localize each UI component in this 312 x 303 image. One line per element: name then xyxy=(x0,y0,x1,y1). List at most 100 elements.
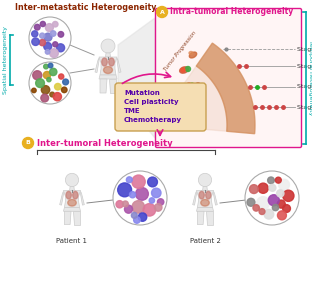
Circle shape xyxy=(58,32,64,37)
Circle shape xyxy=(250,185,258,194)
Circle shape xyxy=(101,39,115,53)
Circle shape xyxy=(39,39,46,46)
Text: B: B xyxy=(26,141,31,145)
Text: Chemotherapy: Chemotherapy xyxy=(124,117,182,123)
Circle shape xyxy=(134,217,140,223)
Circle shape xyxy=(138,213,147,221)
Circle shape xyxy=(126,177,132,183)
Circle shape xyxy=(40,22,46,27)
Ellipse shape xyxy=(180,67,188,73)
Polygon shape xyxy=(109,79,116,93)
Circle shape xyxy=(47,78,51,82)
Polygon shape xyxy=(197,211,204,225)
Text: Stage 4: Stage 4 xyxy=(297,105,312,110)
Circle shape xyxy=(190,85,194,89)
Circle shape xyxy=(264,209,274,219)
Circle shape xyxy=(32,88,36,93)
Polygon shape xyxy=(73,211,80,225)
Polygon shape xyxy=(100,79,107,93)
Circle shape xyxy=(32,31,38,37)
Text: Temporal heterogeneity: Temporal heterogeneity xyxy=(309,40,312,116)
Circle shape xyxy=(143,204,156,216)
Circle shape xyxy=(51,31,56,36)
Polygon shape xyxy=(202,187,207,190)
Circle shape xyxy=(190,83,194,87)
Text: Stage 3: Stage 3 xyxy=(297,84,312,89)
Circle shape xyxy=(32,38,39,45)
Circle shape xyxy=(283,205,290,212)
Circle shape xyxy=(258,183,268,193)
Polygon shape xyxy=(80,191,84,205)
Circle shape xyxy=(186,66,191,72)
Polygon shape xyxy=(99,75,117,79)
Ellipse shape xyxy=(199,191,204,199)
Circle shape xyxy=(152,188,161,198)
Circle shape xyxy=(124,205,133,213)
Circle shape xyxy=(198,173,212,187)
Ellipse shape xyxy=(201,199,209,206)
Circle shape xyxy=(41,85,50,94)
Circle shape xyxy=(52,22,58,27)
Circle shape xyxy=(181,68,185,72)
Circle shape xyxy=(48,63,53,68)
Circle shape xyxy=(277,200,285,208)
Circle shape xyxy=(33,71,42,80)
Text: Tumor Progression: Tumor Progression xyxy=(163,30,197,72)
Circle shape xyxy=(268,195,279,206)
FancyBboxPatch shape xyxy=(115,83,206,131)
Text: A: A xyxy=(159,9,164,15)
Circle shape xyxy=(36,79,44,88)
Circle shape xyxy=(247,198,255,206)
Ellipse shape xyxy=(189,52,193,55)
Circle shape xyxy=(196,83,200,87)
Circle shape xyxy=(277,190,284,197)
Circle shape xyxy=(269,185,276,191)
Polygon shape xyxy=(197,190,213,208)
Circle shape xyxy=(53,42,58,47)
Circle shape xyxy=(44,64,48,69)
Polygon shape xyxy=(99,57,117,75)
Text: Stage 2: Stage 2 xyxy=(297,64,312,69)
Circle shape xyxy=(45,50,50,54)
Text: Spatial heterogeneity: Spatial heterogeneity xyxy=(3,26,8,94)
Circle shape xyxy=(50,92,55,97)
Circle shape xyxy=(46,24,53,32)
Circle shape xyxy=(61,87,67,93)
Circle shape xyxy=(149,198,154,203)
Circle shape xyxy=(44,33,52,41)
Text: Cell plasticity: Cell plasticity xyxy=(124,99,179,105)
Circle shape xyxy=(50,68,57,76)
Circle shape xyxy=(268,177,274,184)
Circle shape xyxy=(132,175,145,188)
Ellipse shape xyxy=(68,199,76,206)
Circle shape xyxy=(277,211,286,220)
Circle shape xyxy=(22,138,33,148)
Circle shape xyxy=(53,92,61,101)
Polygon shape xyxy=(95,58,99,72)
Polygon shape xyxy=(206,211,212,225)
Circle shape xyxy=(122,201,128,207)
Circle shape xyxy=(275,177,281,183)
Circle shape xyxy=(245,171,299,225)
Circle shape xyxy=(256,197,270,210)
Circle shape xyxy=(55,83,61,90)
Circle shape xyxy=(65,173,79,187)
Text: Intra-tumoral Heterogeneity: Intra-tumoral Heterogeneity xyxy=(170,8,293,16)
Polygon shape xyxy=(63,190,80,208)
Circle shape xyxy=(184,84,188,88)
Circle shape xyxy=(44,42,52,50)
Ellipse shape xyxy=(102,58,107,66)
Circle shape xyxy=(279,179,290,190)
Polygon shape xyxy=(117,58,121,72)
Polygon shape xyxy=(60,191,63,205)
Circle shape xyxy=(148,177,158,187)
Circle shape xyxy=(259,208,265,215)
Circle shape xyxy=(29,17,71,59)
Ellipse shape xyxy=(66,191,71,199)
Circle shape xyxy=(56,44,65,52)
Ellipse shape xyxy=(206,191,211,199)
Polygon shape xyxy=(70,187,74,190)
Circle shape xyxy=(131,212,137,218)
Circle shape xyxy=(43,72,51,79)
Circle shape xyxy=(157,199,164,205)
